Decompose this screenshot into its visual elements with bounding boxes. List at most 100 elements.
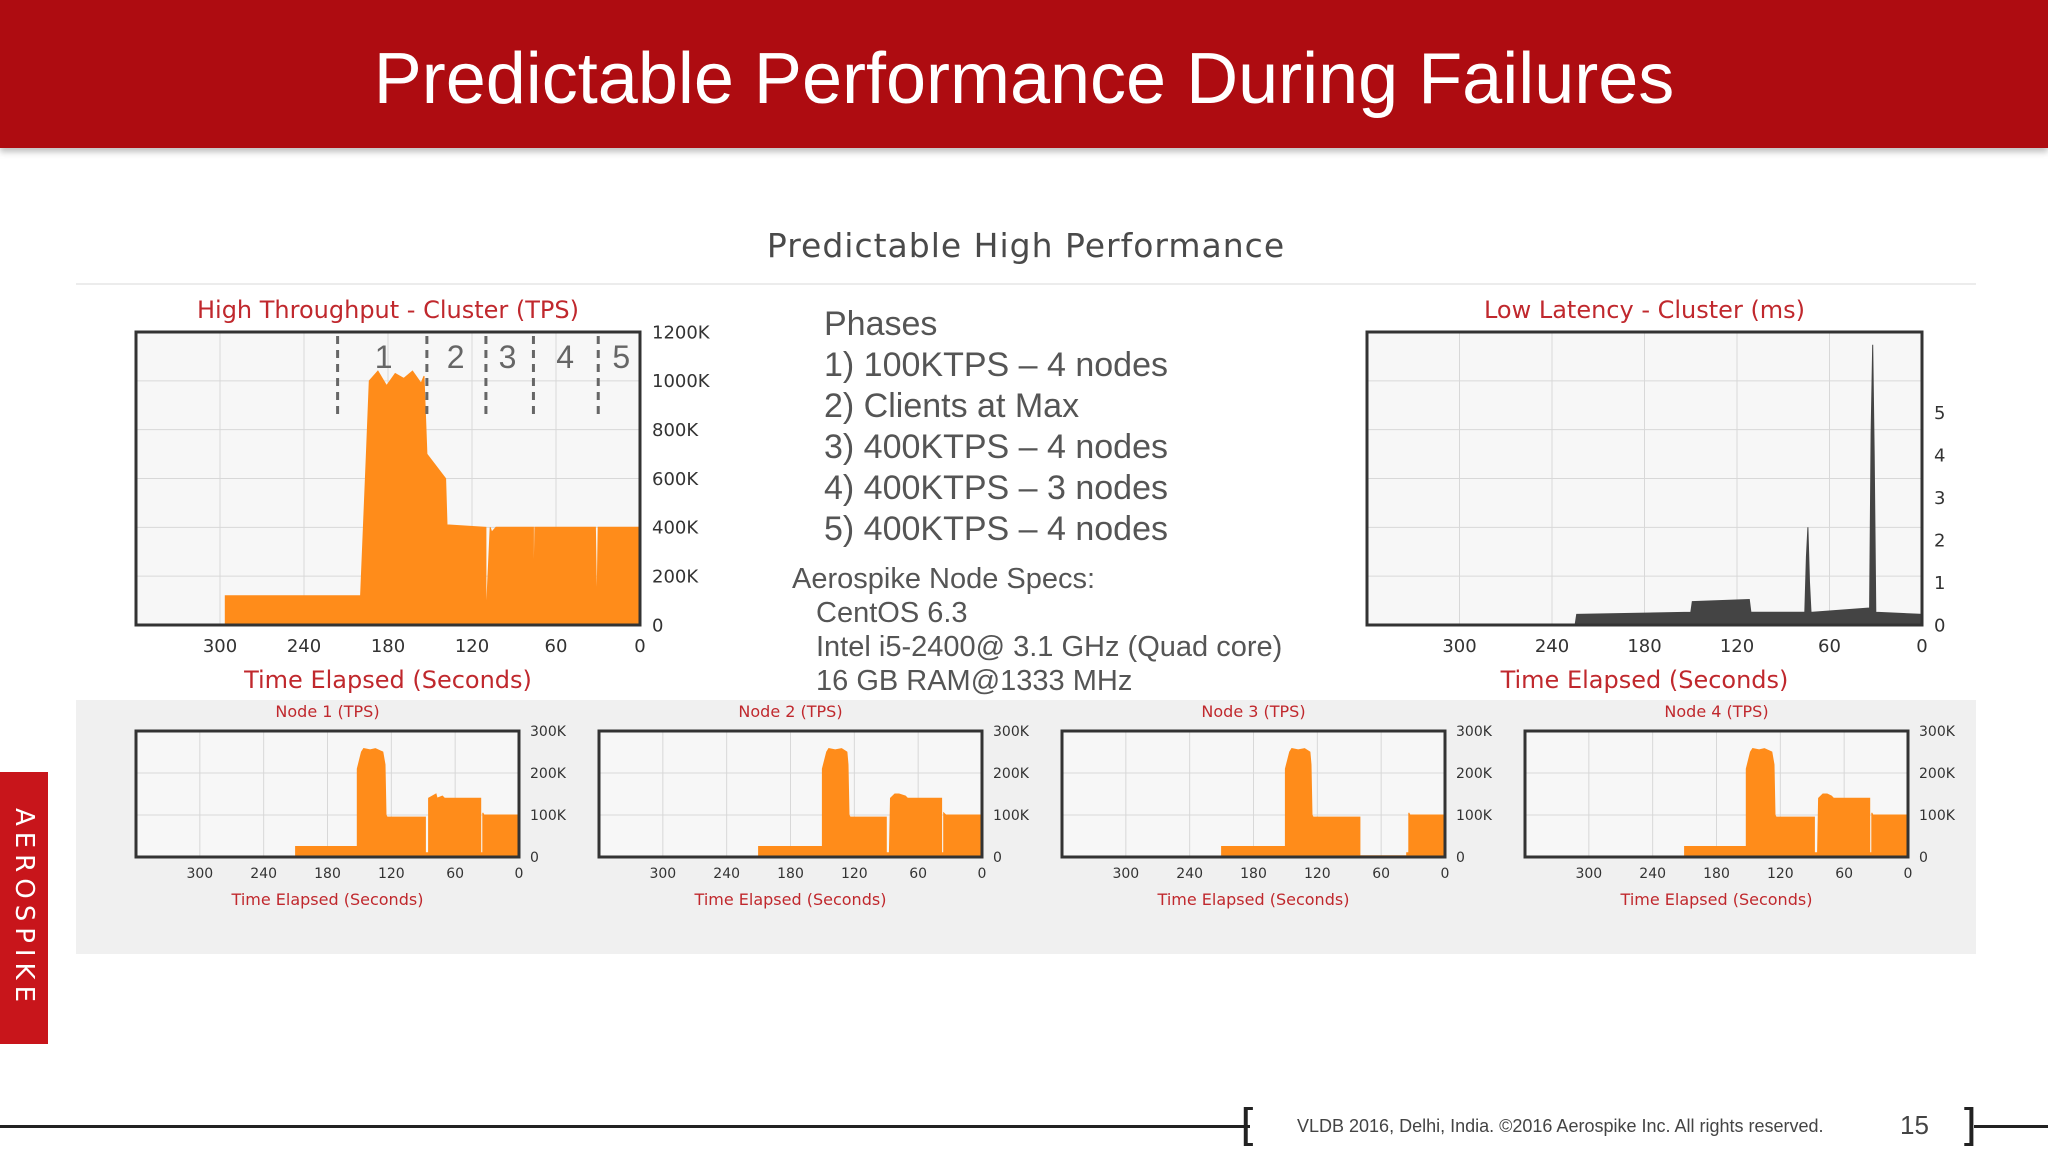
node1-tps-chart: Node 1 (TPS) 300 240 180 120 60 00 100K 200K 300K… <box>134 702 567 909</box>
cluster-tps-series-area <box>136 370 641 626</box>
node4-tps-series-area <box>1525 748 1909 858</box>
x-tick-label: 120 <box>1767 866 1794 882</box>
node4-tps-chart: Node 4 (TPS) 300 240 180 120 60 00 100K 200K 300K… <box>1523 702 1956 909</box>
footer-bracket-open: [ <box>1240 1100 1258 1151</box>
x-tick-label: 180 <box>1240 866 1267 882</box>
y-tick-label: 5 <box>1934 403 1945 424</box>
y-tick-label: 0 <box>993 850 1002 866</box>
x-axis-label: Time Elapsed (Seconds) <box>243 666 532 694</box>
x-tick-label: 0 <box>1441 866 1450 882</box>
plot-frame <box>1523 729 1910 859</box>
chart-title: Node 1 (TPS) <box>275 702 379 721</box>
footer-rule-left <box>0 1125 1250 1128</box>
plot-frame <box>134 729 521 859</box>
phase-label: 5 <box>612 339 630 375</box>
y-tick-label: 100K <box>1919 808 1956 824</box>
footer-rule-right <box>1974 1125 2048 1128</box>
y-tick-label: 3 <box>1934 488 1945 509</box>
y-tick-label: 1200K <box>652 322 711 343</box>
x-tick-label: 60 <box>909 866 927 882</box>
slide-title: Predictable Performance During Failures <box>373 39 1675 119</box>
chart-title: Node 2 (TPS) <box>738 702 842 721</box>
plot-frame <box>1365 330 1924 627</box>
x-tick-label: 300 <box>203 636 237 657</box>
node3-tps-chart: Node 3 (TPS) 300 240 180 120 60 00 100K 200K 300K… <box>1060 702 1493 909</box>
x-tick-label: 240 <box>1176 866 1203 882</box>
phase-label: 4 <box>556 339 574 375</box>
y-tick-label: 0 <box>1456 850 1465 866</box>
x-tick-label: 120 <box>1304 866 1331 882</box>
phase-item: 4) 400KTPS – 3 nodes <box>824 469 1169 507</box>
x-tick-label: 240 <box>250 866 277 882</box>
phase-item: 1) 100KTPS – 4 nodes <box>824 346 1169 384</box>
y-tick-label: 0 <box>1919 850 1928 866</box>
x-tick-label: 300 <box>1575 866 1602 882</box>
x-tick-label: 300 <box>186 866 213 882</box>
y-tick-label: 200K <box>652 566 699 587</box>
spec-item: CentOS 6.3 <box>816 597 968 629</box>
x-tick-label: 0 <box>978 866 987 882</box>
x-tick-label: 300 <box>1112 866 1139 882</box>
y-tick-label: 0 <box>1934 615 1945 636</box>
x-tick-label: 120 <box>841 866 868 882</box>
x-axis-label: Time Elapsed (Seconds) <box>231 890 424 909</box>
footer-copyright: VLDB 2016, Delhi, India. ©2016 Aerospike… <box>1297 1116 1824 1136</box>
y-tick-label: 1 <box>1934 573 1945 594</box>
cluster-latency-series-area <box>1367 344 1923 626</box>
x-tick-label: 0 <box>1904 866 1913 882</box>
y-tick-label: 100K <box>530 808 567 824</box>
panel-divider <box>76 283 1976 285</box>
x-tick-label: 180 <box>1627 636 1661 657</box>
cluster-tps-chart: High Throughput - Cluster (TPS)300 240 180… <box>134 296 711 694</box>
x-axis-label: Time Elapsed (Seconds) <box>1620 890 1813 909</box>
specs-heading: Aerospike Node Specs: <box>792 563 1096 595</box>
chart-title: Node 3 (TPS) <box>1201 702 1305 721</box>
x-tick-label: 60 <box>1372 866 1390 882</box>
phases-heading: Phases <box>824 305 938 343</box>
x-tick-label: 60 <box>1818 636 1841 657</box>
y-tick-label: 100K <box>993 808 1030 824</box>
y-tick-label: 300K <box>993 724 1030 740</box>
logo-text: AEROSPIKE <box>9 807 39 1009</box>
plot-frame <box>1060 729 1447 859</box>
phase-label: 2 <box>447 339 465 375</box>
y-tick-label: 300K <box>1456 724 1493 740</box>
phase-item: 5) 400KTPS – 4 nodes <box>824 510 1169 548</box>
x-tick-label: 180 <box>314 866 341 882</box>
x-tick-label: 60 <box>1835 866 1853 882</box>
cluster-latency-chart: Low Latency - Cluster (ms)300 240 180 120 60… <box>1365 296 1945 694</box>
node2-tps-chart: Node 2 (TPS) 300 240 180 120 60 00 100K 200K 300K… <box>597 702 1030 909</box>
spec-item: 16 GB RAM@1333 MHz <box>816 665 1133 697</box>
y-tick-label: 600K <box>652 469 699 490</box>
phase-item: 3) 400KTPS – 4 nodes <box>824 428 1169 466</box>
panel-title: Predictable High Performance <box>766 226 1286 265</box>
x-tick-label: 0 <box>515 866 524 882</box>
chart-title: High Throughput - Cluster (TPS) <box>197 296 579 324</box>
x-tick-label: 120 <box>1720 636 1754 657</box>
x-tick-label: 120 <box>378 866 405 882</box>
chart-title: Low Latency - Cluster (ms) <box>1484 296 1805 324</box>
x-tick-label: 0 <box>1916 636 1927 657</box>
phases-list: Phases 1) 100KTPS – 4 nodes 2) Clients a… <box>824 304 1168 550</box>
y-tick-label: 400K <box>652 518 699 539</box>
title-banner: Predictable Performance During Failures <box>0 0 2048 148</box>
x-axis-label: Time Elapsed (Seconds) <box>1500 666 1789 694</box>
x-tick-label: 60 <box>545 636 568 657</box>
x-tick-label: 180 <box>777 866 804 882</box>
y-tick-label: 1000K <box>652 371 711 392</box>
node3-tps-series-area <box>1062 748 1446 858</box>
x-axis-label: Time Elapsed (Seconds) <box>1157 890 1350 909</box>
y-tick-label: 0 <box>652 615 663 636</box>
x-tick-label: 240 <box>713 866 740 882</box>
node2-tps-series-area <box>599 748 983 858</box>
x-tick-label: 240 <box>287 636 321 657</box>
x-tick-label: 120 <box>455 636 489 657</box>
x-axis-label: Time Elapsed (Seconds) <box>694 890 887 909</box>
aerospike-logo-tab: AEROSPIKE <box>0 772 48 1044</box>
y-tick-label: 200K <box>993 766 1030 782</box>
phase-item: 2) Clients at Max <box>824 387 1080 425</box>
y-tick-label: 100K <box>1456 808 1493 824</box>
phase-label: 3 <box>499 339 517 375</box>
x-tick-label: 0 <box>634 636 645 657</box>
